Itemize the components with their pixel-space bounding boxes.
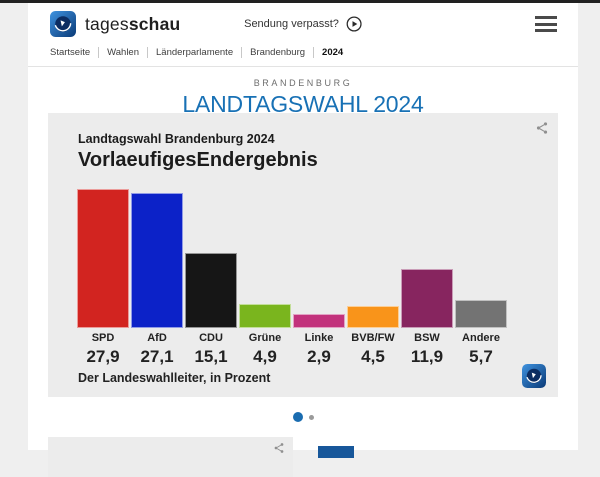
bar-afd xyxy=(131,192,183,328)
bar-cdu xyxy=(185,252,237,328)
share-icon[interactable] xyxy=(535,121,549,135)
party-value: 4,9 xyxy=(253,347,277,366)
party-name: Andere xyxy=(462,332,500,344)
breadcrumb-item-wahlen[interactable]: Wahlen xyxy=(107,47,139,58)
sendung-verpasst-link[interactable]: Sendung verpasst? xyxy=(244,16,362,32)
bar-column xyxy=(401,188,453,328)
bar-label-cell: Linke 2,9 xyxy=(293,332,345,366)
bar-chart xyxy=(77,188,507,328)
bar-column xyxy=(455,188,507,328)
breadcrumb-separator xyxy=(98,47,100,58)
next-card-partial xyxy=(48,437,293,477)
party-value: 5,7 xyxy=(469,347,493,366)
breadcrumb-item-startseite[interactable]: Startseite xyxy=(50,47,91,58)
play-circle-icon xyxy=(346,16,362,32)
hero-eyebrow: BRANDENBURG xyxy=(253,78,353,88)
bar-label-cell: SPD 27,9 xyxy=(77,332,129,366)
bar-bsw xyxy=(401,268,453,328)
bar-column xyxy=(131,188,183,328)
carousel-dot-1[interactable] xyxy=(292,412,303,422)
party-name: SPD xyxy=(91,332,115,344)
bar-gr-ne xyxy=(239,303,291,328)
next-card-blue-element[interactable] xyxy=(318,446,354,458)
party-name: BVB/FW xyxy=(351,332,395,344)
breadcrumb-separator xyxy=(313,47,315,58)
header: tagesschau Sendung verpasst? xyxy=(28,0,578,42)
results-chart-card: Landtagswahl Brandenburg 2024 Vorlaeufig… xyxy=(48,113,558,397)
bar-label-cell: BSW 11,9 xyxy=(401,332,453,366)
bar-andere xyxy=(455,299,507,328)
party-value: 2,9 xyxy=(307,347,331,366)
tagesschau-globe-icon xyxy=(50,11,76,37)
viewport-top-edge xyxy=(0,0,600,3)
party-value: 4,5 xyxy=(361,347,385,366)
bar-linke xyxy=(293,313,345,328)
tagesschau-globe-icon xyxy=(522,364,546,388)
hamburger-menu-icon[interactable] xyxy=(535,16,557,32)
bar-label-cell: Andere 5,7 xyxy=(455,332,507,366)
bar-column xyxy=(239,188,291,328)
bar-label-cell: BVB/FW 4,5 xyxy=(347,332,399,366)
breadcrumb-item-länderparlamente[interactable]: Länderparlamente xyxy=(156,47,234,58)
breadcrumb-item-2024[interactable]: 2024 xyxy=(322,47,344,58)
bar-column xyxy=(293,188,345,328)
breadcrumb-item-brandenburg[interactable]: Brandenburg xyxy=(250,47,306,58)
bar-column xyxy=(77,188,129,328)
carousel-pagination xyxy=(28,412,578,422)
party-name: Linke xyxy=(304,332,334,344)
party-name: BSW xyxy=(414,332,440,344)
carousel-dot-2[interactable] xyxy=(308,414,314,420)
bar-spd xyxy=(77,188,129,328)
share-icon[interactable] xyxy=(273,442,285,454)
hero-section: BRANDENBURG LANDTAGSWAHL 2024 xyxy=(28,67,578,118)
party-value: 11,9 xyxy=(410,347,444,366)
page-title: LANDTAGSWAHL 2024 xyxy=(182,91,424,117)
party-value: 15,1 xyxy=(194,347,228,366)
content-column: tagesschau Sendung verpasst? Startseite W… xyxy=(28,0,578,477)
party-value: 27,1 xyxy=(140,347,174,366)
breadcrumb-separator xyxy=(147,47,148,58)
chart-kicker: Landtagswahl Brandenburg 2024 xyxy=(78,132,275,146)
bar-bvb-fw xyxy=(347,305,399,328)
party-name: AfD xyxy=(147,332,167,344)
party-value: 27,9 xyxy=(86,347,120,366)
brand-word-light: tages xyxy=(85,13,129,34)
brand-wordmark: tagesschau xyxy=(85,14,180,35)
bar-chart-labels: SPD 27,9 AfD 27,1 CDU 15,1 Grüne 4,9 Linke 2,9 BVB… xyxy=(77,332,507,366)
party-name: Grüne xyxy=(248,332,282,344)
party-name: CDU xyxy=(199,332,223,344)
brand-logo-link[interactable]: tagesschau xyxy=(50,11,180,37)
bar-column xyxy=(347,188,399,328)
bar-label-cell: AfD 27,1 xyxy=(131,332,183,366)
breadcrumb: Startseite Wahlen Länderparlamente Brandenb… xyxy=(28,42,578,67)
sendung-verpasst-label: Sendung verpasst? xyxy=(244,18,339,30)
chart-source: Der Landeswahlleiter, in Prozent xyxy=(78,371,271,385)
bar-column xyxy=(185,188,237,328)
bar-label-cell: Grüne 4,9 xyxy=(239,332,291,366)
breadcrumb-separator xyxy=(241,47,243,58)
brand-word-bold: schau xyxy=(128,13,181,34)
chart-title: VorlaeufigesEndergebnis xyxy=(78,149,318,171)
bar-label-cell: CDU 15,1 xyxy=(185,332,237,366)
